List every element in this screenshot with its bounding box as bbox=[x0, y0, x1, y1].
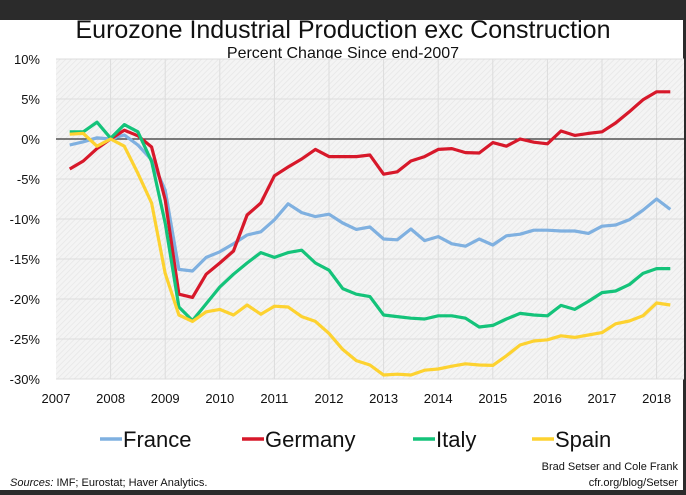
sources-text: IMF; Eurostat; Haver Analytics. bbox=[53, 477, 207, 489]
x-tick-label: 2018 bbox=[642, 391, 671, 406]
x-tick-label: 2012 bbox=[315, 391, 344, 406]
x-tick-label: 2016 bbox=[533, 391, 562, 406]
x-tick-label: 2007 bbox=[42, 391, 71, 406]
series-line-italy bbox=[69, 120, 671, 329]
x-tick-label: 2010 bbox=[205, 391, 234, 406]
legend-label: Spain bbox=[555, 427, 611, 452]
window-top-strip bbox=[0, 0, 686, 20]
legend-item-germany: Germany bbox=[242, 427, 355, 452]
legend-item-italy: Italy bbox=[413, 427, 476, 452]
x-tick-label: 2014 bbox=[424, 391, 453, 406]
y-tick-label: -20% bbox=[10, 292, 41, 307]
x-tick-label: 2009 bbox=[151, 391, 180, 406]
chart-title: Eurozone Industrial Production exc Const… bbox=[75, 16, 610, 44]
url-text: cfr.org/blog/Setser bbox=[589, 477, 679, 489]
legend-label: France bbox=[123, 427, 191, 452]
y-tick-label: -25% bbox=[10, 332, 41, 347]
y-tick-label: 10% bbox=[14, 52, 40, 67]
series-lines bbox=[68, 90, 672, 377]
gridlines bbox=[56, 58, 684, 380]
legend-label: Italy bbox=[436, 427, 476, 452]
y-tick-label: 5% bbox=[21, 92, 40, 107]
x-tick-label: 2017 bbox=[588, 391, 617, 406]
x-tick-label: 2015 bbox=[478, 391, 507, 406]
legend-label: Germany bbox=[265, 427, 355, 452]
y-axis: 10% 5% 0% -5% -10% -15% -20% -25% -30% bbox=[10, 52, 41, 387]
legend: France Germany Italy Spain bbox=[100, 427, 611, 452]
x-tick-label: 2011 bbox=[260, 391, 288, 406]
y-tick-label: -30% bbox=[10, 372, 41, 387]
chart-subtitle: Percent Change Since end-2007 bbox=[227, 45, 459, 62]
sources-label: Sources: bbox=[10, 477, 53, 489]
y-tick-label: -10% bbox=[10, 212, 41, 227]
series-line-spain bbox=[69, 131, 671, 377]
x-axis: 2007 2008 2009 2010 2011 2012 2013 2014 2015 2016… bbox=[42, 391, 672, 406]
x-tick-label: 2013 bbox=[369, 391, 398, 406]
y-tick-label: -15% bbox=[10, 252, 41, 267]
x-tick-label: 2008 bbox=[96, 391, 125, 406]
legend-item-spain: Spain bbox=[532, 427, 611, 452]
series-line-france bbox=[69, 133, 672, 273]
credit-text: Brad Setser and Cole Frank bbox=[542, 461, 679, 473]
sources-note: Sources: IMF; Eurostat; Haver Analytics. bbox=[10, 477, 207, 489]
series-line-germany bbox=[68, 90, 671, 299]
y-tick-label: 0% bbox=[21, 132, 40, 147]
legend-item-france: France bbox=[100, 427, 191, 452]
y-tick-label: -5% bbox=[17, 172, 41, 187]
